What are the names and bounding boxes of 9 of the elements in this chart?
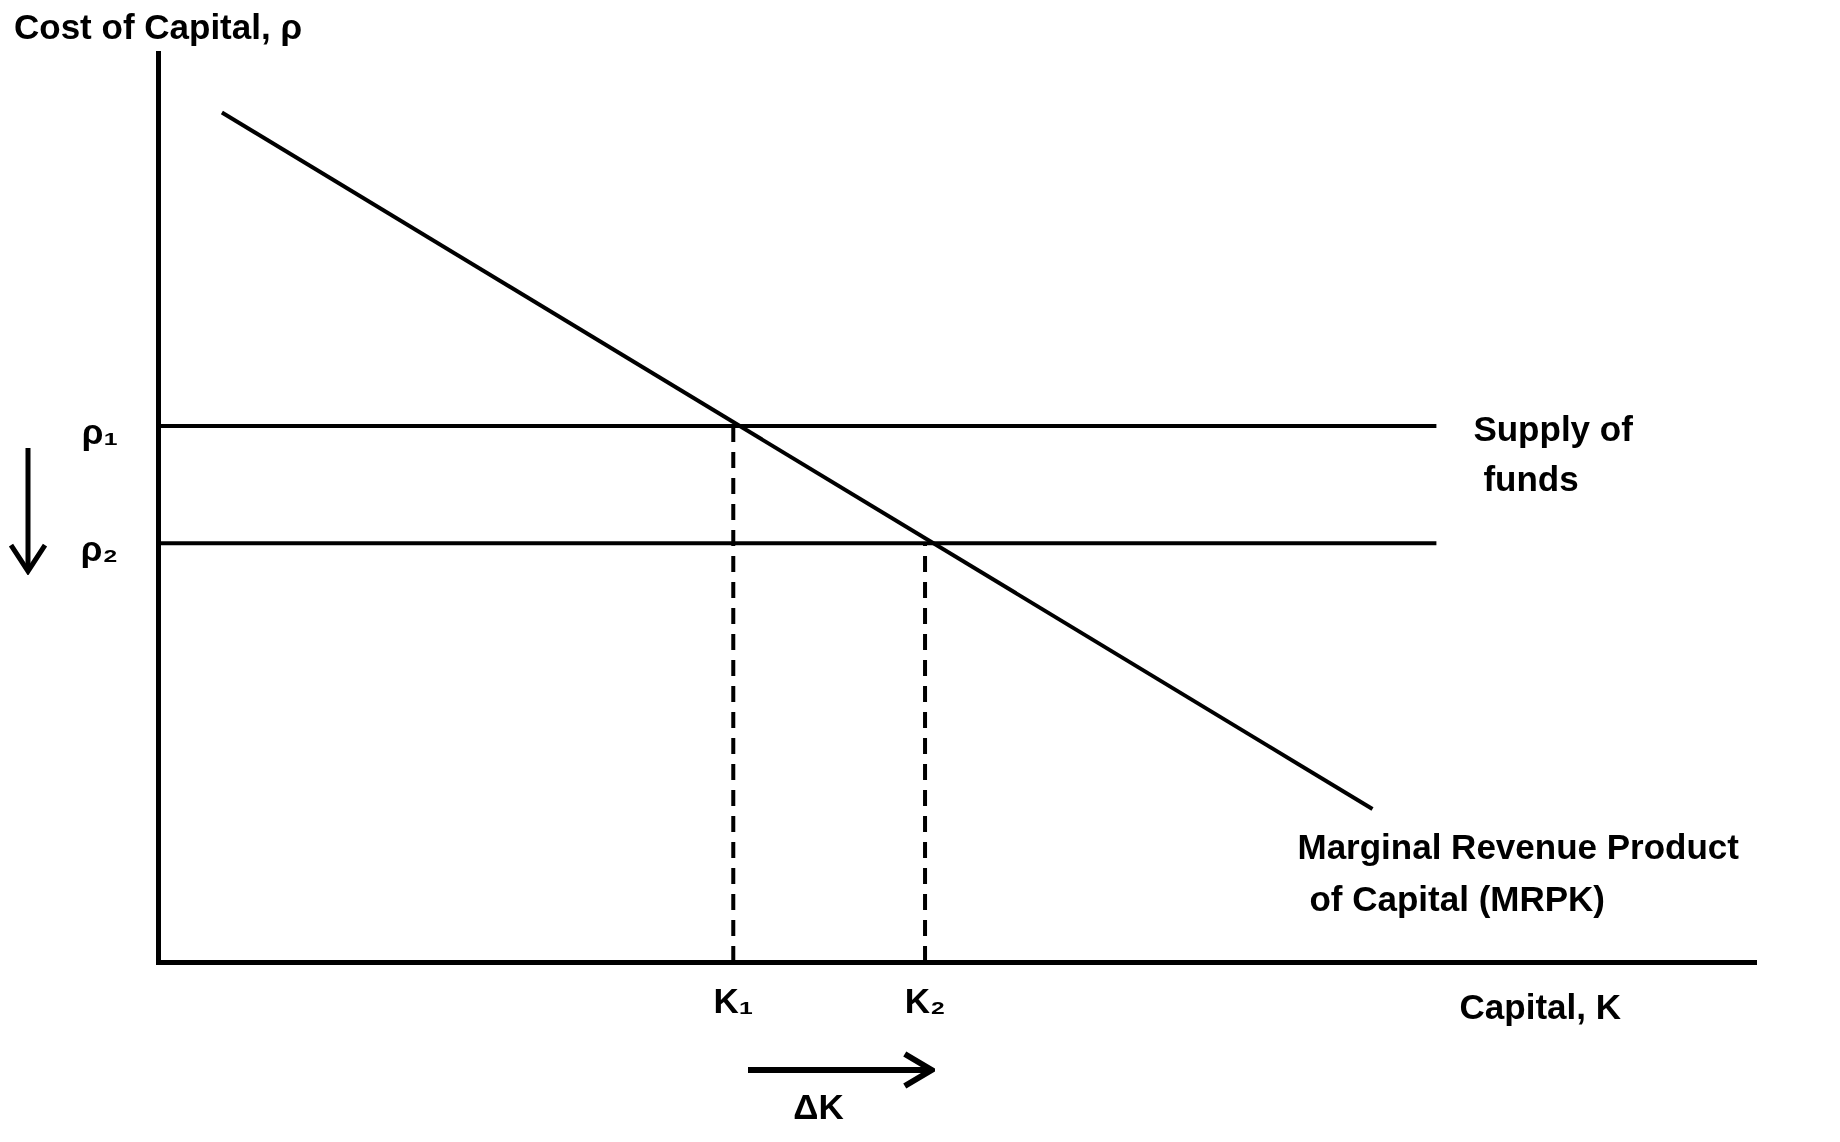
series-label: Marginal Revenue Product of Capital (MRPK)	[1297, 826, 1740, 918]
x-tick-label: K₁	[713, 980, 754, 1020]
text: ρ₂	[80, 528, 118, 568]
text: ρ₁	[81, 411, 118, 451]
x-axis-title: Capital, K	[1459, 987, 1621, 1027]
series-label: Supply of funds	[1473, 408, 1634, 498]
x-tick-label: K₂	[904, 980, 946, 1020]
y-axis-title: Cost of Capital, ρ	[14, 7, 303, 47]
text: ΔK	[793, 1087, 844, 1127]
